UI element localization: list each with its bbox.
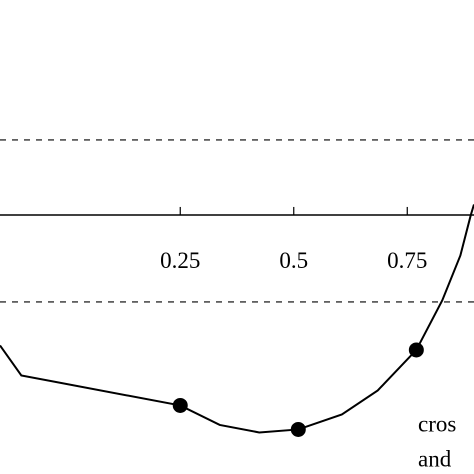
point (290, 421, 306, 437)
legend-text: and (418, 446, 452, 471)
x-tick-label: 0.25 (160, 248, 200, 273)
point (408, 342, 424, 358)
point (172, 397, 188, 413)
curve (0, 204, 474, 434)
x-tick-label: 0.75 (387, 248, 427, 273)
x-tick-label: 0.5 (279, 248, 308, 273)
legend-text: cros (418, 411, 456, 436)
